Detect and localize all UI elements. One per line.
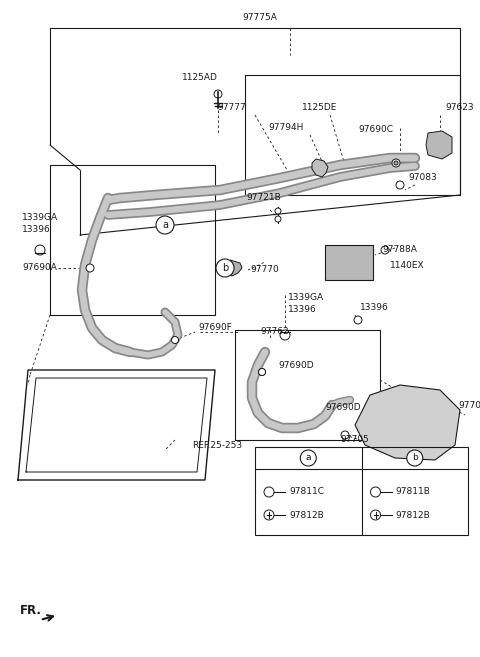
Polygon shape [426, 131, 452, 159]
Circle shape [396, 181, 404, 189]
Text: 97775A: 97775A [242, 14, 277, 22]
Circle shape [392, 159, 400, 167]
Text: 97762: 97762 [260, 327, 288, 336]
Text: 1339GA: 1339GA [288, 294, 324, 302]
Bar [255, 447, 468, 535]
Text: 13396: 13396 [22, 225, 51, 235]
Text: 97623: 97623 [445, 104, 474, 112]
Text: 97812B: 97812B [396, 510, 430, 520]
Circle shape [371, 510, 381, 520]
Circle shape [280, 330, 290, 340]
Text: a: a [162, 220, 168, 230]
Text: 97690F: 97690F [198, 323, 232, 332]
Text: 13396: 13396 [288, 306, 317, 315]
Text: 97777: 97777 [217, 104, 246, 112]
Text: 97794H: 97794H [268, 124, 303, 133]
Circle shape [171, 336, 179, 344]
Text: b: b [222, 263, 228, 273]
Circle shape [86, 264, 94, 272]
Text: 1339GA: 1339GA [22, 214, 58, 223]
Circle shape [275, 208, 281, 214]
Text: 97701: 97701 [458, 401, 480, 409]
Bar [325, 245, 373, 280]
Text: 97811C: 97811C [289, 487, 324, 497]
Circle shape [275, 216, 281, 222]
Circle shape [300, 450, 316, 466]
Circle shape [381, 246, 389, 254]
Circle shape [216, 259, 234, 277]
Text: FR.: FR. [20, 604, 42, 616]
Text: 13396: 13396 [360, 304, 389, 313]
Polygon shape [355, 385, 460, 460]
Circle shape [35, 245, 45, 255]
Circle shape [259, 369, 265, 376]
Text: 97812B: 97812B [289, 510, 324, 520]
Text: 97721B: 97721B [246, 194, 281, 202]
Text: 97811B: 97811B [396, 487, 431, 497]
Text: 97788A: 97788A [382, 246, 417, 254]
Circle shape [156, 216, 174, 234]
Circle shape [264, 487, 274, 497]
Text: 1125DE: 1125DE [302, 104, 338, 112]
Text: 97690C: 97690C [358, 125, 393, 135]
Text: 97705: 97705 [340, 436, 369, 445]
Text: 1140EX: 1140EX [390, 260, 425, 269]
Text: b: b [412, 453, 418, 463]
Circle shape [214, 90, 222, 98]
Text: 1125AD: 1125AD [182, 74, 218, 83]
Text: REF.25-253: REF.25-253 [192, 440, 242, 449]
Circle shape [259, 369, 265, 376]
Circle shape [407, 450, 423, 466]
Text: 97083: 97083 [408, 173, 437, 183]
Circle shape [394, 161, 398, 165]
Circle shape [264, 510, 274, 520]
Text: 97690D: 97690D [325, 403, 360, 413]
Text: 97690D: 97690D [278, 361, 313, 369]
Text: 97690A: 97690A [22, 263, 57, 273]
Circle shape [354, 316, 362, 324]
Text: a: a [305, 453, 311, 463]
Polygon shape [226, 260, 242, 276]
Text: 97770: 97770 [250, 265, 279, 275]
Polygon shape [312, 159, 328, 177]
Circle shape [341, 431, 349, 439]
Circle shape [371, 487, 381, 497]
